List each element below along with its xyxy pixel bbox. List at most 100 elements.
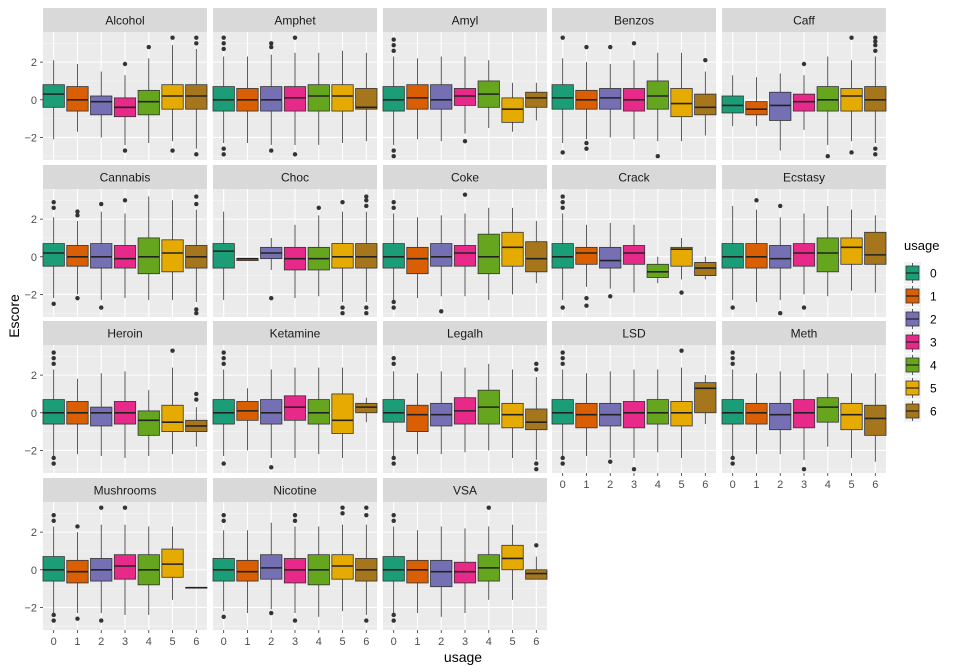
- facet-panel-amphet: Amphet: [212, 8, 378, 160]
- box-legalh-usage-4: [477, 363, 500, 451]
- box-iqr: [816, 86, 839, 112]
- box-iqr: [501, 97, 524, 123]
- box-iqr: [453, 561, 477, 584]
- outlier-point: [584, 140, 589, 146]
- box-iqr: [185, 84, 208, 110]
- box-ketamine-usage-2: [260, 369, 283, 470]
- box-iqr: [212, 243, 235, 269]
- box-amphet-usage-4: [307, 52, 330, 145]
- legend-label: 2: [930, 313, 937, 327]
- box-heroin-usage-3: [113, 371, 137, 458]
- outlier-point: [194, 307, 199, 312]
- box-iqr: [721, 399, 744, 425]
- box-coke-usage-4: [477, 207, 500, 301]
- box-amphet-usage-3: [283, 35, 307, 157]
- box-iqr: [66, 245, 89, 267]
- box-iqr: [382, 399, 405, 423]
- box-lsd-usage-3: [622, 369, 646, 472]
- box-crack-usage-5: [670, 237, 693, 295]
- facet-strip: [722, 321, 886, 345]
- legend-item-1: 1: [904, 285, 937, 307]
- outlier-point: [873, 146, 878, 151]
- outlier-point: [51, 355, 56, 361]
- outlier-point: [778, 311, 783, 316]
- outlier-point: [292, 152, 298, 157]
- outlier-point: [584, 303, 589, 308]
- outlier-point: [391, 42, 396, 48]
- facet-strip: [552, 165, 716, 189]
- box-legalh-usage-1: [406, 373, 429, 455]
- box-coke-usage-5: [501, 207, 524, 295]
- facet-strip-label: VSA: [453, 484, 477, 498]
- box-alcohol-usage-1: [66, 64, 89, 132]
- y-tick-label: −2: [24, 602, 37, 614]
- outlier-point: [51, 461, 56, 466]
- box-iqr: [331, 243, 354, 269]
- x-tick-label: 2: [268, 636, 274, 648]
- box-iqr: [792, 243, 816, 267]
- outlier-point: [486, 505, 491, 510]
- outlier-point: [221, 614, 226, 620]
- box-caff-usage-0: [721, 75, 744, 127]
- outlier-point: [391, 518, 396, 524]
- box-iqr: [501, 402, 524, 429]
- facet-strip-label: Nicotine: [273, 484, 317, 498]
- box-amyl-usage-0: [382, 37, 405, 159]
- box-iqr: [453, 88, 477, 106]
- x-tick-label: 3: [122, 636, 128, 648]
- y-tick-label: −2: [24, 445, 37, 457]
- outlier-point: [364, 305, 369, 310]
- legend-item-2: 2: [904, 308, 937, 330]
- outlier-point: [391, 355, 396, 361]
- box-iqr: [212, 399, 235, 425]
- box-choc-usage-0: [212, 211, 235, 301]
- box-alcohol-usage-3: [113, 61, 137, 153]
- outlier-point: [194, 391, 199, 397]
- outlier-point: [292, 518, 298, 524]
- box-amyl-usage-6: [525, 82, 548, 121]
- box-iqr: [430, 243, 453, 267]
- facet-strip-label: Heroin: [107, 327, 142, 341]
- box-iqr: [551, 399, 574, 425]
- outlier-point: [560, 35, 565, 40]
- box-legalh-usage-3: [453, 367, 477, 453]
- box-iqr: [840, 402, 863, 431]
- facet-strip: [383, 165, 547, 189]
- box-iqr: [525, 241, 548, 273]
- box-nicotine-usage-6: [355, 505, 378, 623]
- outlier-point: [391, 305, 396, 310]
- box-iqr: [212, 86, 235, 112]
- box-benzos-usage-4: [646, 52, 669, 159]
- outlier-point: [292, 35, 298, 40]
- outlier-point: [655, 154, 660, 159]
- outlier-point: [194, 201, 199, 207]
- x-tick-label: 6: [872, 479, 878, 491]
- box-meth-usage-2: [769, 371, 792, 455]
- outlier-point: [391, 299, 396, 305]
- x-tick-label: 5: [509, 636, 515, 648]
- box-heroin-usage-6: [185, 391, 208, 447]
- outlier-point: [825, 154, 830, 159]
- box-crack-usage-1: [575, 224, 598, 308]
- x-tick-label: 5: [169, 636, 175, 648]
- box-vsa-usage-6: [525, 543, 548, 580]
- x-tick-label: 6: [702, 479, 708, 491]
- box-benzos-usage-6: [694, 58, 717, 136]
- box-iqr: [137, 237, 160, 275]
- box-coke-usage-6: [525, 221, 548, 284]
- box-iqr: [769, 245, 792, 269]
- box-iqr: [575, 402, 598, 429]
- outlier-point: [221, 518, 226, 524]
- facet-strip-label: Ecstasy: [783, 171, 825, 185]
- box-iqr: [551, 243, 574, 269]
- box-iqr: [745, 243, 768, 269]
- box-ecstasy-usage-3: [792, 213, 816, 310]
- outlier-point: [364, 505, 369, 510]
- box-vsa-usage-1: [406, 530, 429, 614]
- outlier-point: [560, 455, 565, 461]
- box-lsd-usage-1: [575, 373, 598, 457]
- outlier-point: [534, 461, 539, 466]
- outlier-point: [391, 148, 396, 153]
- facet-strip: [43, 165, 207, 189]
- box-iqr: [283, 86, 307, 112]
